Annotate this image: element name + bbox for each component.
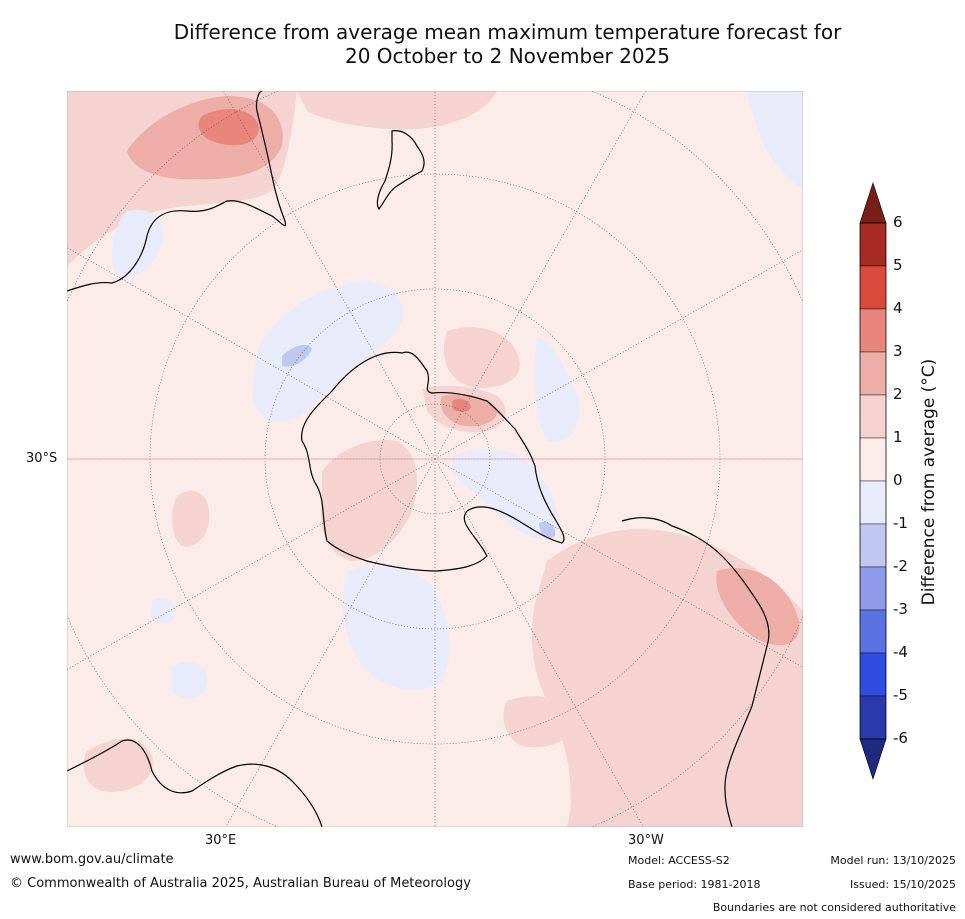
colorbar-tick-label: 6	[893, 213, 903, 231]
title-line-2: 20 October to 2 November 2025	[344, 44, 671, 68]
colorbar-bin	[859, 695, 887, 740]
warm-region-nz	[297, 91, 497, 130]
antarctic-anomaly-map	[67, 91, 803, 827]
cool-region-weddell	[452, 449, 558, 539]
coastline-australia	[67, 91, 287, 292]
colorbar-bin	[859, 308, 887, 353]
cool-region-southern-ocean	[343, 566, 450, 690]
cool-region-patch-southwest	[151, 598, 176, 624]
disclaimer-text: Boundaries are not considered authoritat…	[712, 901, 956, 914]
coastline-new-zealand	[376, 130, 425, 211]
warm-region-south-america-core	[716, 568, 800, 646]
issued-text: Issued: 15/10/2025	[849, 878, 956, 891]
colorbar-bin	[859, 566, 887, 611]
longitude-label-30w: 30°W	[628, 833, 664, 848]
colorbar-tick-label: 5	[893, 256, 903, 274]
colorbar-over-triangle	[859, 182, 887, 224]
copyright-text: © Commonwealth of Australia 2025, Austra…	[10, 876, 471, 891]
latitude-label-30s: 30°S	[26, 451, 58, 466]
colorbar-tick-label: 4	[893, 299, 903, 317]
model-text: Model: ACCESS-S2	[628, 854, 730, 867]
colorbar-bin	[859, 437, 887, 482]
cool-region-patch-south	[172, 662, 208, 699]
base-period-text: Base period: 1981-2018	[628, 878, 761, 891]
map-title: Difference from average mean maximum tem…	[60, 20, 955, 68]
warm-region-peninsula-peak	[452, 399, 471, 412]
warm-region-south-america	[531, 529, 803, 827]
cool-region-patch-weddell	[539, 521, 556, 538]
colorbar-tick-label: -5	[893, 686, 908, 704]
colorbar-tick-label: 1	[893, 428, 903, 446]
warm-region-south-central	[503, 696, 573, 748]
colorbar-bin	[859, 523, 887, 568]
warm-region-southwest	[83, 738, 153, 792]
colorbar-bin	[859, 480, 887, 525]
colorbar	[859, 182, 887, 780]
colorbar-tick-label: 0	[893, 471, 903, 489]
colorbar-bin	[859, 609, 887, 654]
colorbar-tick-label: -2	[893, 557, 908, 575]
colorbar-bin	[859, 394, 887, 439]
longitude-label-30e: 30°E	[205, 833, 237, 848]
colorbar-bin	[859, 222, 887, 267]
warm-region-patch-west	[172, 491, 210, 547]
warm-region-east-antarctica	[320, 440, 417, 561]
warm-region-australia-peak	[198, 109, 259, 146]
coastline-antarctica	[300, 351, 565, 572]
colorbar-tick-label: 2	[893, 385, 903, 403]
website-link[interactable]: www.bom.gov.au/climate	[10, 852, 174, 867]
colorbar-tick-label: 3	[893, 342, 903, 360]
colorbar-under-triangle	[859, 738, 887, 780]
colorbar-tick-label: -1	[893, 514, 908, 532]
colorbar-bin	[859, 351, 887, 396]
colorbar-tick-label: -6	[893, 729, 908, 747]
title-line-1: Difference from average mean maximum tem…	[173, 20, 842, 44]
model-run-text: Model run: 13/10/2025	[830, 854, 956, 867]
coastline-south-america	[621, 517, 770, 827]
cool-region-northeast	[747, 91, 803, 189]
colorbar-bin	[859, 265, 887, 310]
colorbar-bin	[859, 652, 887, 697]
coastline-africa	[67, 739, 323, 827]
warm-region-central	[443, 327, 520, 388]
coastlines	[67, 91, 770, 827]
cool-region-indian-ocean	[252, 281, 403, 422]
colorbar-tick-label: -4	[893, 643, 908, 661]
colorbar-tick-label: -3	[893, 600, 908, 618]
cool-region-atlantic-strip	[534, 336, 580, 442]
colorbar-label: Difference from average (°C)	[919, 358, 939, 606]
